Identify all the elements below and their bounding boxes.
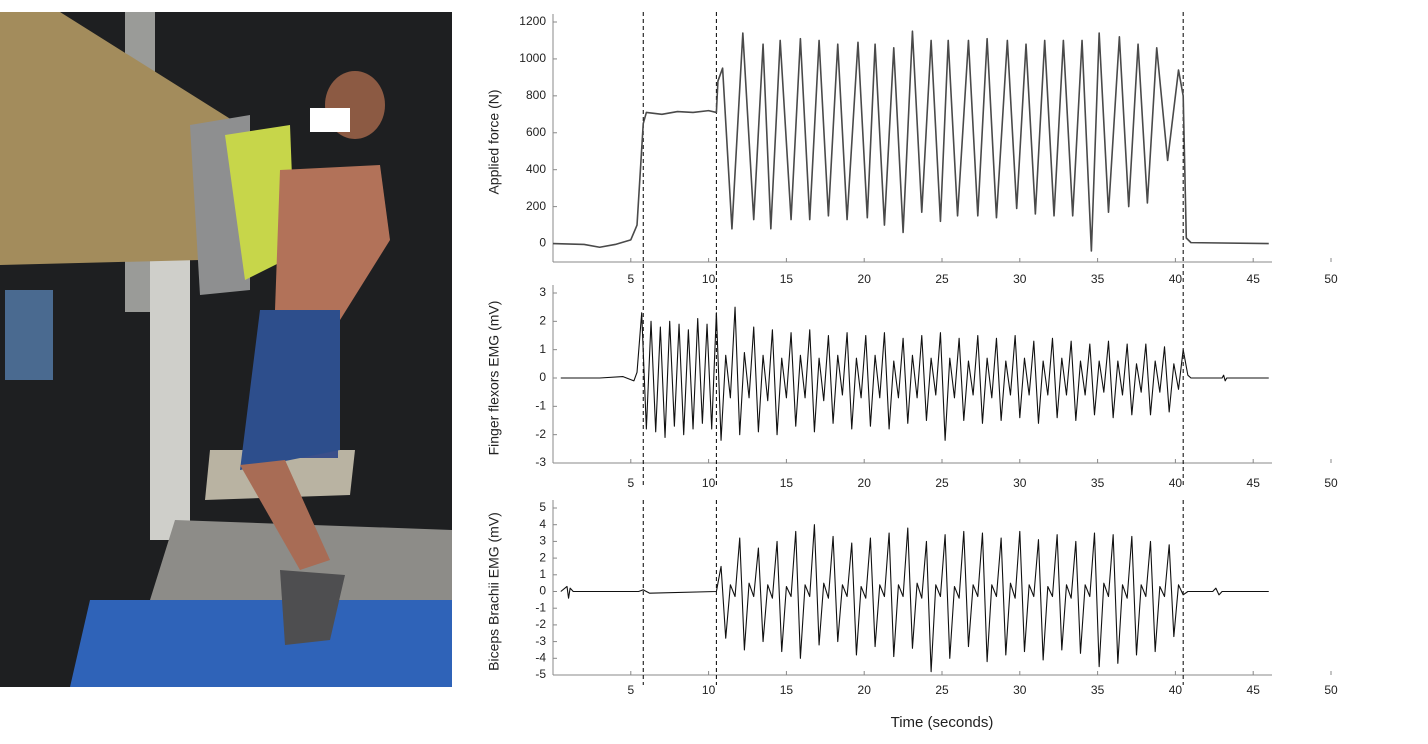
y-tick-label: 4	[539, 517, 546, 531]
y-tick-label: 0	[539, 370, 546, 384]
x-tick-label: 30	[1013, 476, 1027, 490]
y-tick-label: -1	[535, 600, 546, 614]
x-tick-label: 20	[858, 476, 872, 490]
x-tick-label: 10	[702, 683, 716, 697]
x-tick-label: 40	[1169, 683, 1183, 697]
x-tick-label: 15	[780, 683, 794, 697]
y-tick-label: 5	[539, 500, 546, 514]
y-tick-label: 400	[526, 162, 546, 176]
x-tick-label: 35	[1091, 683, 1105, 697]
y-tick-label: -5	[535, 667, 546, 681]
x-tick-label: 5	[627, 683, 634, 697]
x-tick-label: 35	[1091, 272, 1105, 286]
x-tick-label: 30	[1013, 272, 1027, 286]
x-tick-label: 45	[1247, 683, 1261, 697]
y-tick-label: 800	[526, 88, 546, 102]
y-tick-label: -3	[535, 455, 546, 469]
x-tick-label: 40	[1169, 476, 1183, 490]
y-tick-label: -3	[535, 634, 546, 648]
x-tick-label: 10	[702, 272, 716, 286]
y-tick-label: 0	[539, 236, 546, 250]
y-tick-label: 1	[539, 567, 546, 581]
y-axis-title: Biceps Brachii EMG (mV)	[486, 512, 502, 671]
x-tick-label: 50	[1324, 272, 1338, 286]
signal-line	[560, 306, 1269, 441]
x-tick-label: 30	[1013, 683, 1027, 697]
x-tick-label: 15	[780, 272, 794, 286]
x-tick-label: 15	[780, 476, 794, 490]
x-tick-label: 20	[858, 683, 872, 697]
x-tick-label: 25	[935, 683, 949, 697]
x-tick-label: 50	[1324, 683, 1338, 697]
y-tick-label: 1200	[519, 14, 546, 28]
y-tick-label: -1	[535, 399, 546, 413]
x-tick-label: 35	[1091, 476, 1105, 490]
x-axis-title: Time (seconds)	[891, 714, 994, 731]
x-tick-label: 50	[1324, 476, 1338, 490]
y-tick-label: 2	[539, 550, 546, 564]
signal-line	[560, 524, 1269, 673]
y-tick-label: 3	[539, 534, 546, 548]
y-tick-label: 1000	[519, 51, 546, 65]
x-tick-label: 5	[627, 272, 634, 286]
x-tick-label: 10	[702, 476, 716, 490]
y-axis-title: Applied force (N)	[486, 89, 502, 194]
x-tick-label: 40	[1169, 272, 1183, 286]
y-tick-label: -2	[535, 617, 546, 631]
y-tick-label: 2	[539, 314, 546, 328]
x-tick-label: 20	[858, 272, 872, 286]
y-tick-label: -4	[535, 650, 546, 664]
y-tick-label: -2	[535, 427, 546, 441]
y-axis-title: Finger flexors EMG (mV)	[486, 301, 502, 456]
x-tick-label: 45	[1247, 272, 1261, 286]
x-tick-label: 5	[627, 476, 634, 490]
y-tick-label: 0	[539, 584, 546, 598]
x-tick-label: 25	[935, 272, 949, 286]
y-tick-label: 1	[539, 342, 546, 356]
y-tick-label: 600	[526, 125, 546, 139]
signal-line	[552, 30, 1269, 252]
x-tick-label: 45	[1247, 476, 1261, 490]
y-tick-label: 200	[526, 199, 546, 213]
x-tick-label: 25	[935, 476, 949, 490]
y-tick-label: 3	[539, 285, 546, 299]
photo	[0, 12, 452, 687]
